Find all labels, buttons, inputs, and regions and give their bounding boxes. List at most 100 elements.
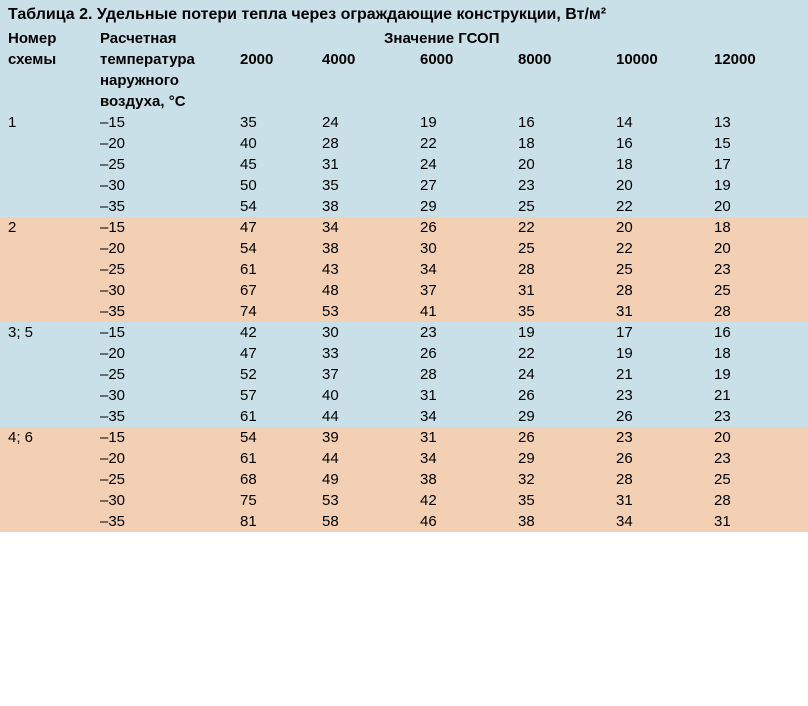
value-cell: 23 — [706, 448, 808, 469]
temp-cell: –20 — [92, 238, 232, 259]
value-cell: 23 — [706, 406, 808, 427]
value-cell: 47 — [232, 343, 314, 364]
scheme-label: 4; 6 — [0, 427, 92, 448]
value-cell: 75 — [232, 490, 314, 511]
value-cell: 42 — [232, 322, 314, 343]
value-cell: 18 — [706, 343, 808, 364]
value-cell: 37 — [412, 280, 510, 301]
value-cell: 16 — [510, 112, 608, 133]
gsop-col-6000: 6000 — [412, 49, 510, 70]
value-cell: 46 — [412, 511, 510, 532]
value-cell: 25 — [510, 196, 608, 217]
temp-cell: –15 — [92, 112, 232, 133]
value-cell: 25 — [706, 469, 808, 490]
value-cell: 38 — [510, 511, 608, 532]
value-cell: 29 — [510, 406, 608, 427]
value-cell: 30 — [314, 322, 412, 343]
temp-cell: –35 — [92, 196, 232, 217]
value-cell: 19 — [608, 343, 706, 364]
value-cell: 57 — [232, 385, 314, 406]
value-cell: 43 — [314, 259, 412, 280]
value-cell: 13 — [706, 112, 808, 133]
value-cell: 19 — [510, 322, 608, 343]
value-cell: 67 — [232, 280, 314, 301]
value-cell: 34 — [608, 511, 706, 532]
value-cell: 54 — [232, 196, 314, 217]
value-cell: 39 — [314, 427, 412, 448]
value-cell: 61 — [232, 406, 314, 427]
temp-cell: –25 — [92, 364, 232, 385]
value-cell: 40 — [232, 133, 314, 154]
value-cell: 22 — [510, 343, 608, 364]
table-row: –25614334282523 — [0, 259, 808, 280]
col-header-temp: Расчетная — [92, 28, 232, 49]
value-cell: 26 — [608, 448, 706, 469]
value-cell: 23 — [608, 385, 706, 406]
value-cell: 35 — [314, 175, 412, 196]
value-cell: 38 — [314, 238, 412, 259]
value-cell: 44 — [314, 406, 412, 427]
scheme-label: 2 — [0, 217, 92, 238]
value-cell: 45 — [232, 154, 314, 175]
value-cell: 20 — [608, 217, 706, 238]
table-row: –20614434292623 — [0, 448, 808, 469]
value-cell: 34 — [412, 259, 510, 280]
table-row: –30674837312825 — [0, 280, 808, 301]
gsop-col-4000: 4000 — [314, 49, 412, 70]
gsop-col-10000: 10000 — [608, 49, 706, 70]
value-cell: 33 — [314, 343, 412, 364]
temp-cell: –30 — [92, 490, 232, 511]
value-cell: 24 — [314, 112, 412, 133]
value-cell: 22 — [608, 238, 706, 259]
value-cell: 34 — [412, 406, 510, 427]
value-cell: 44 — [314, 448, 412, 469]
value-cell: 28 — [706, 490, 808, 511]
value-cell: 37 — [314, 364, 412, 385]
value-cell: 53 — [314, 490, 412, 511]
temp-cell: –15 — [92, 427, 232, 448]
table-row: –20473326221918 — [0, 343, 808, 364]
value-cell: 23 — [412, 322, 510, 343]
value-cell: 61 — [232, 259, 314, 280]
value-cell: 18 — [510, 133, 608, 154]
value-cell: 48 — [314, 280, 412, 301]
table-caption: Таблица 2. Удельные потери тепла через о… — [0, 0, 808, 28]
value-cell: 22 — [608, 196, 706, 217]
temp-cell: –20 — [92, 448, 232, 469]
value-cell: 20 — [706, 238, 808, 259]
value-cell: 14 — [608, 112, 706, 133]
heat-loss-table: Таблица 2. Удельные потери тепла через о… — [0, 0, 808, 532]
temp-cell: –25 — [92, 259, 232, 280]
value-cell: 25 — [510, 238, 608, 259]
table-row: 1–15352419161413 — [0, 112, 808, 133]
value-cell: 23 — [608, 427, 706, 448]
value-cell: 23 — [706, 259, 808, 280]
temp-cell: –35 — [92, 511, 232, 532]
table-row: –30503527232019 — [0, 175, 808, 196]
value-cell: 20 — [706, 427, 808, 448]
value-cell: 41 — [412, 301, 510, 322]
value-cell: 26 — [510, 385, 608, 406]
value-cell: 81 — [232, 511, 314, 532]
value-cell: 18 — [706, 217, 808, 238]
gsop-col-8000: 8000 — [510, 49, 608, 70]
value-cell: 19 — [412, 112, 510, 133]
value-cell: 20 — [510, 154, 608, 175]
value-cell: 35 — [510, 301, 608, 322]
value-cell: 15 — [706, 133, 808, 154]
table-row: –25523728242119 — [0, 364, 808, 385]
table-row: –20543830252220 — [0, 238, 808, 259]
value-cell: 40 — [314, 385, 412, 406]
value-cell: 38 — [412, 469, 510, 490]
gsop-col-2000: 2000 — [232, 49, 314, 70]
value-cell: 18 — [608, 154, 706, 175]
temp-cell: –15 — [92, 322, 232, 343]
temp-cell: –30 — [92, 280, 232, 301]
value-cell: 20 — [608, 175, 706, 196]
value-cell: 21 — [706, 385, 808, 406]
table-row: 2–15473426222018 — [0, 217, 808, 238]
table-row: –35745341353128 — [0, 301, 808, 322]
temp-cell: –35 — [92, 406, 232, 427]
value-cell: 61 — [232, 448, 314, 469]
value-cell: 29 — [412, 196, 510, 217]
